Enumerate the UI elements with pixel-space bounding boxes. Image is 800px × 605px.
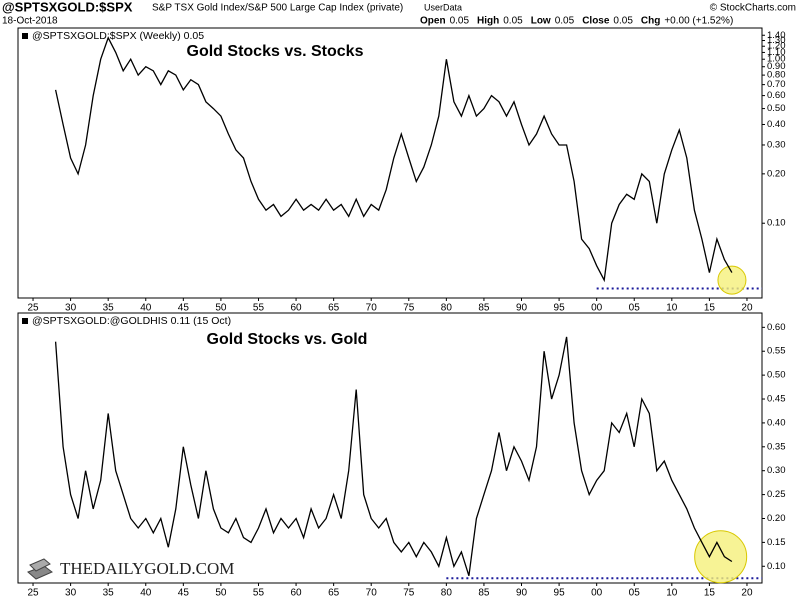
x-tick-label: 95: [554, 303, 566, 314]
x-tick-label: 55: [253, 588, 265, 599]
quote-label: High: [477, 16, 499, 27]
chart-title: Gold Stocks vs. Stocks: [187, 43, 364, 60]
symbol: @SPTSXGOLD:$SPX: [2, 0, 133, 14]
y-tick-label: 0.15: [767, 537, 786, 548]
y-tick-label: 0.10: [767, 218, 786, 229]
y-tick-label: 0.60: [767, 322, 786, 333]
highlight: [694, 530, 748, 584]
y-tick-label: 1.30: [767, 35, 786, 46]
x-tick-label: 10: [666, 303, 678, 314]
y-tick-label: 0.30: [767, 465, 786, 476]
y-tick-label: 0.10: [767, 561, 786, 572]
x-tick-label: 05: [629, 303, 641, 314]
credit: © StockCharts.com: [710, 3, 796, 14]
x-tick-label: 70: [366, 303, 378, 314]
chart-title: Gold Stocks vs. Gold: [207, 331, 368, 348]
logo: [27, 558, 53, 580]
quote-value: 0.05: [613, 16, 633, 27]
panel-frame: [17, 27, 763, 299]
x-tick-label: 80: [441, 303, 453, 314]
y-tick-label: 0.40: [767, 119, 786, 130]
x-tick-label: 15: [704, 588, 716, 599]
x-tick-label: 50: [215, 588, 227, 599]
source: UserData: [424, 2, 462, 12]
y-tick-label: 0.20: [767, 168, 786, 179]
y-tick-label: 0.70: [767, 79, 786, 90]
x-tick-label: 35: [103, 588, 115, 599]
x-tick-label: 05: [629, 588, 641, 599]
x-tick-label: 35: [103, 303, 115, 314]
y-tick-label: 0.50: [767, 103, 786, 114]
y-tick-label: 1.00: [767, 54, 786, 65]
y-tick-label: 0.60: [767, 90, 786, 101]
x-tick-label: 60: [290, 588, 302, 599]
x-tick-label: 95: [554, 588, 566, 599]
x-tick-label: 45: [178, 303, 190, 314]
x-tick-label: 10: [666, 588, 678, 599]
y-tick-label: 0.30: [767, 139, 786, 150]
x-tick-label: 30: [65, 588, 77, 599]
quote-value: 0.05: [503, 16, 523, 27]
y-tick-label: 0.20: [767, 513, 786, 524]
x-tick-label: 75: [403, 303, 415, 314]
quote-label: Chg: [641, 16, 660, 27]
x-tick-label: 60: [290, 303, 302, 314]
y-tick-label: 0.45: [767, 394, 786, 405]
x-tick-label: 80: [441, 588, 453, 599]
quote-value: +0.00 (+1.52%): [664, 16, 733, 27]
legend: @SPTSXGOLD:@GOLDHIS 0.11 (15 Oct): [32, 315, 231, 327]
x-tick-label: 20: [741, 588, 753, 599]
y-tick-label: 1.40: [767, 30, 786, 41]
x-tick-label: 65: [328, 303, 340, 314]
quote-label: Close: [582, 16, 610, 27]
legend-swatch: [22, 33, 28, 39]
x-tick-label: 00: [591, 588, 603, 599]
description: S&P TSX Gold Index/S&P 500 Large Cap Ind…: [152, 3, 403, 14]
price-line: [54, 36, 733, 283]
x-tick-label: 50: [215, 303, 227, 314]
x-tick-label: 65: [328, 588, 340, 599]
y-tick-label: 0.25: [767, 489, 786, 500]
x-tick-label: 55: [253, 303, 265, 314]
x-tick-label: 70: [366, 588, 378, 599]
x-tick-label: 45: [178, 588, 190, 599]
y-tick-label: 0.55: [767, 346, 786, 357]
x-tick-label: 40: [140, 303, 152, 314]
x-tick-label: 15: [704, 303, 716, 314]
x-tick-label: 90: [516, 303, 528, 314]
highlight: [717, 265, 747, 295]
y-tick-label: 1.20: [767, 41, 786, 52]
x-tick-label: 40: [140, 588, 152, 599]
quote-value: 0.05: [555, 16, 575, 27]
quote-value: 0.05: [450, 16, 470, 27]
price-line: [54, 336, 733, 576]
y-tick-label: 0.35: [767, 441, 786, 452]
x-tick-label: 25: [27, 588, 39, 599]
legend: @SPTSXGOLD:$SPX (Weekly) 0.05: [32, 30, 204, 42]
legend-swatch: [22, 318, 28, 324]
quote-label: Open: [420, 16, 446, 27]
date: 18-Oct-2018: [2, 16, 58, 27]
x-tick-label: 85: [478, 588, 490, 599]
x-tick-label: 20: [741, 303, 753, 314]
x-tick-label: 90: [516, 588, 528, 599]
x-tick-label: 30: [65, 303, 77, 314]
watermark: THEDAILYGOLD.COM: [60, 559, 234, 578]
y-tick-label: 0.90: [767, 61, 786, 72]
y-tick-label: 0.40: [767, 417, 786, 428]
x-tick-label: 00: [591, 303, 603, 314]
quote-label: Low: [531, 16, 551, 27]
panel-frame: [17, 312, 763, 584]
y-tick-label: 1.10: [767, 47, 786, 58]
y-tick-label: 0.80: [767, 70, 786, 81]
x-tick-label: 75: [403, 588, 415, 599]
x-tick-label: 85: [478, 303, 490, 314]
y-tick-label: 0.50: [767, 370, 786, 381]
x-tick-label: 25: [27, 303, 39, 314]
